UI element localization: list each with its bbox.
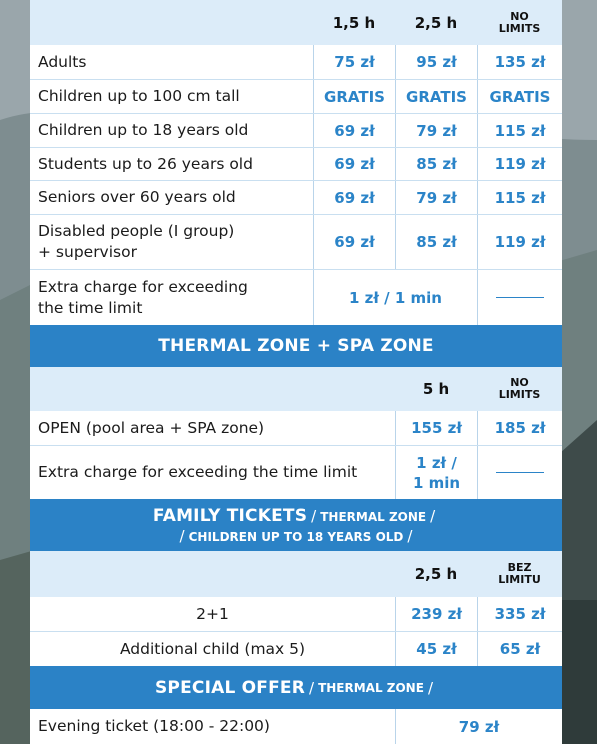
price-bez-limitu: 65 zł	[477, 632, 562, 666]
table-row: Additional child (max 5) 45 zł 65 zł	[30, 632, 562, 666]
table-row: 2+1 239 zł 335 zł	[30, 597, 562, 632]
price-2-5h: GRATIS	[395, 80, 477, 113]
table-row: OPEN (pool area + SPA zone) 155 zł 185 z…	[30, 411, 562, 446]
row-label-line2: the time limit	[38, 298, 143, 317]
section-title: SPECIAL OFFER	[154, 677, 305, 698]
price-line1: 1 zł /	[416, 453, 457, 472]
family-title-line1: FAMILY TICKETS / THERMAL ZONE /	[153, 506, 439, 526]
header-spacer	[30, 551, 395, 597]
row-label: Children up to 100 cm tall	[38, 87, 240, 105]
title-separator: /	[407, 526, 413, 545]
table-row: Seniors over 60 years old 69 zł 79 zł 11…	[30, 181, 562, 215]
table-row: Students up to 26 years old 69 zł 85 zł …	[30, 148, 562, 181]
table-row: Children up to 100 cm tall GRATIS GRATIS…	[30, 80, 562, 114]
row-label: Seniors over 60 years old	[38, 188, 236, 206]
price-1-5h: 75 zł	[313, 45, 395, 79]
family-header-row: 2,5 h BEZ LIMITU	[30, 551, 562, 597]
row-label-line1: Disabled people (I group)	[38, 222, 235, 240]
row-label: Children up to 18 years old	[38, 121, 249, 139]
title-separator: /	[427, 678, 433, 697]
row-label: Adults	[38, 52, 87, 71]
row-label: Extra charge for exceeding the time limi…	[30, 270, 313, 325]
price-2-5h: 85 zł	[395, 148, 477, 180]
price-1-5h: 69 zł	[313, 181, 395, 214]
title-separator: /	[309, 678, 315, 697]
price-no-limits: 115 zł	[477, 181, 562, 214]
table-row: Evening ticket (18:00 - 22:00) 79 zł	[30, 709, 562, 744]
header-no-limits-line2: LIMITS	[498, 388, 541, 401]
row-label-line1: Extra charge for exceeding	[38, 277, 248, 296]
price-no-limits: 185 zł	[477, 411, 562, 445]
section-subtitle: THERMAL ZONE	[320, 509, 427, 524]
header-spacer	[30, 367, 395, 411]
row-label: Disabled people (I group) + supervisor	[30, 215, 313, 269]
price-none	[477, 270, 562, 325]
price-no-limits: 119 zł	[477, 148, 562, 180]
table-row: Children up to 18 years old 69 zł 79 zł …	[30, 114, 562, 148]
price-2-5h: 239 zł	[395, 597, 477, 631]
price-2-5h: 79 zł	[395, 181, 477, 214]
header-no-limits-line2: LIMITS	[498, 21, 541, 35]
header-2-5h: 2,5 h	[414, 13, 458, 32]
table1-header-row: 1,5 h 2,5 h NO LIMITS	[30, 0, 562, 45]
row-label: 2+1	[196, 604, 229, 623]
price-no-limits: 135 zł	[477, 45, 562, 79]
header-no-limits: NO LIMITS	[477, 367, 562, 411]
price-1-5h: 69 zł	[313, 215, 395, 269]
row-label: OPEN (pool area + SPA zone)	[38, 418, 265, 437]
row-label-line2: + supervisor	[38, 243, 137, 261]
section-title: THERMAL ZONE + SPA ZONE	[158, 336, 434, 356]
price-1-5h: GRATIS	[313, 80, 395, 113]
family-title-line2: / CHILDREN UP TO 18 YEARS OLD /	[176, 526, 417, 545]
price-bez-limitu: 335 zł	[477, 597, 562, 631]
section-banner-special: SPECIAL OFFER / THERMAL ZONE /	[30, 666, 562, 709]
table-row: Disabled people (I group) + supervisor 6…	[30, 215, 562, 270]
header-2-5h: 2,5 h	[414, 565, 458, 583]
row-label: Additional child (max 5)	[119, 639, 306, 658]
header-no-limits: NO LIMITS	[477, 0, 562, 45]
table-row: Adults 75 zł 95 zł 135 zł	[30, 45, 562, 80]
section-subtitle: CHILDREN UP TO 18 YEARS OLD	[188, 529, 404, 544]
thermal-header-row: 5 h NO LIMITS	[30, 367, 562, 411]
price-2-5h: 95 zł	[395, 45, 477, 79]
price-1-5h: 69 zł	[313, 114, 395, 147]
title-separator: /	[430, 506, 436, 525]
price-merged: 1 zł / 1 min	[313, 270, 477, 325]
header-bez-limitu-line2: LIMITU	[498, 573, 541, 586]
section-banner-family: FAMILY TICKETS / THERMAL ZONE / / CHILDREN U…	[30, 499, 562, 551]
price-no-limits: GRATIS	[477, 80, 562, 113]
header-bez-limitu: BEZ LIMITU	[477, 551, 562, 597]
section-title: FAMILY TICKETS	[152, 505, 308, 526]
price-no-limits: 119 zł	[477, 215, 562, 269]
price-2-5h: 85 zł	[395, 215, 477, 269]
dash-mark	[496, 297, 544, 298]
row-label: Students up to 26 years old	[38, 154, 253, 173]
header-bez-limitu-line1: BEZ	[507, 561, 532, 574]
header-no-limits-line1: NO	[510, 9, 529, 23]
header-spacer	[30, 0, 313, 45]
table-row: Extra charge for exceeding the time limi…	[30, 446, 562, 499]
price-line2: 1 min	[412, 473, 461, 492]
section-subtitle: THERMAL ZONE	[318, 680, 424, 695]
row-label: Extra charge for exceeding the time limi…	[38, 463, 358, 481]
price-list: 1,5 h 2,5 h NO LIMITS Adults 75 zł 95 zł…	[30, 0, 562, 744]
price-none	[477, 446, 562, 499]
dash-mark	[496, 472, 544, 473]
section-banner-thermal: THERMAL ZONE + SPA ZONE	[30, 325, 562, 367]
table-row: Extra charge for exceeding the time limi…	[30, 270, 562, 325]
header-5h: 5 h	[422, 380, 450, 398]
title-separator: /	[311, 506, 317, 525]
price-2-5h: 45 zł	[395, 632, 477, 666]
price-1-5h: 69 zł	[313, 148, 395, 180]
price-5h: 1 zł / 1 min	[395, 446, 477, 499]
price-2-5h: 79 zł	[395, 114, 477, 147]
price-no-limits: 115 zł	[477, 114, 562, 147]
price-5h: 155 zł	[395, 411, 477, 445]
header-no-limits-line1: NO	[510, 376, 529, 389]
header-1-5h: 1,5 h	[332, 13, 376, 32]
title-separator: /	[179, 526, 185, 545]
row-label: Evening ticket (18:00 - 22:00)	[38, 717, 270, 735]
price-evening: 79 zł	[395, 709, 562, 744]
